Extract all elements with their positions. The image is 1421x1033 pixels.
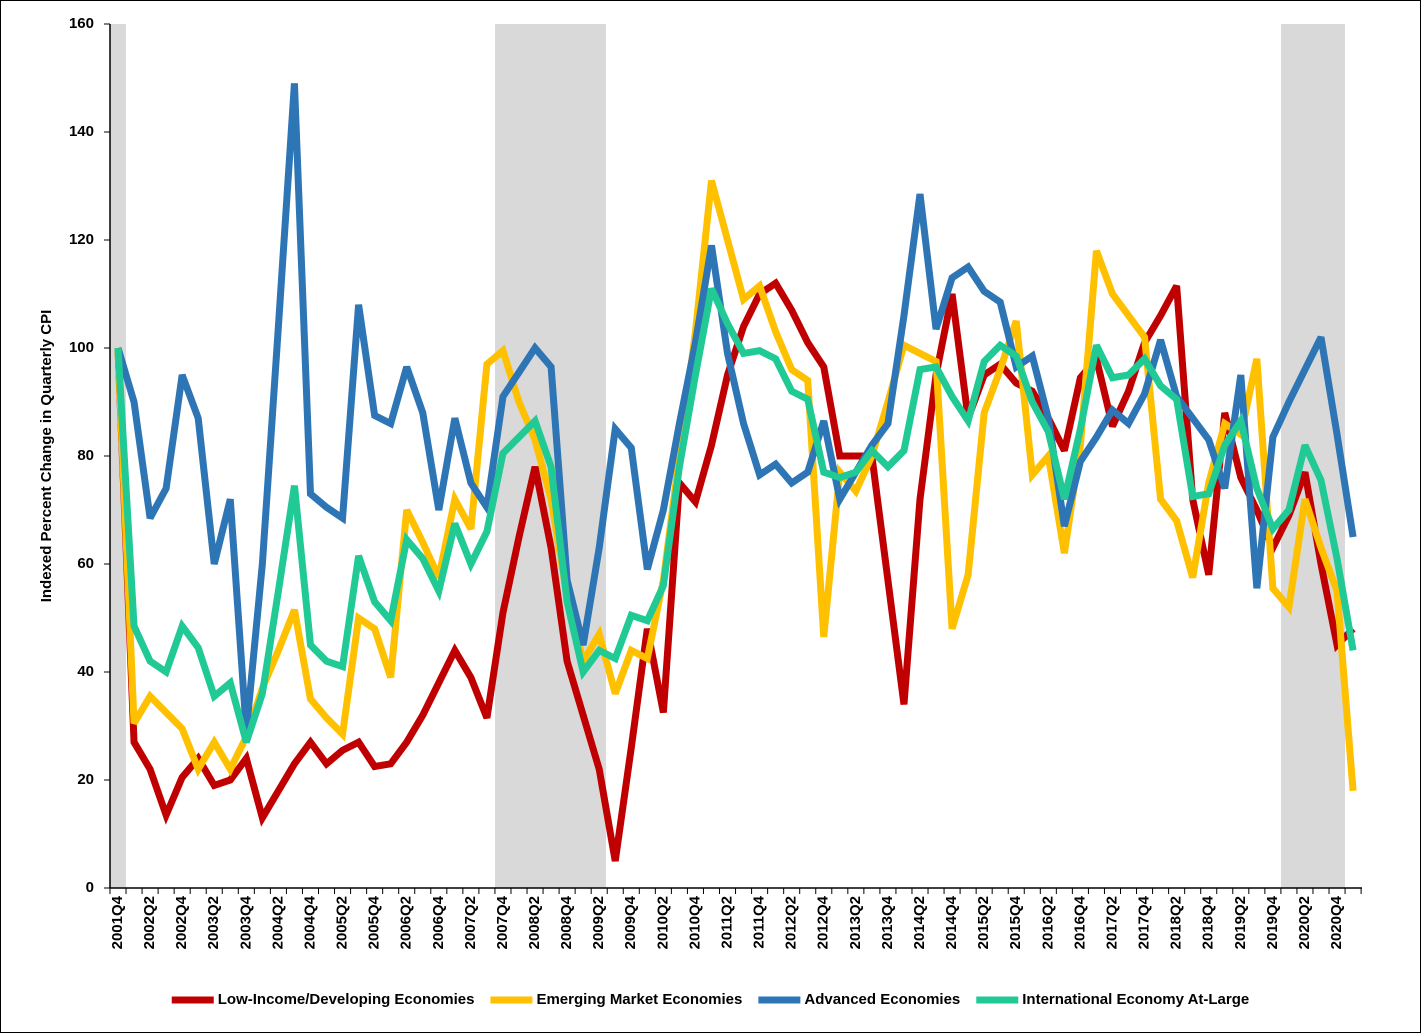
- x-tick-label: 2004Q4: [301, 895, 318, 949]
- x-tick-label: 2008Q4: [558, 895, 575, 949]
- x-tick-label: 2006Q2: [398, 896, 415, 949]
- x-tick-label: 2009Q4: [622, 895, 639, 949]
- x-tick-label: 2013Q2: [847, 896, 864, 949]
- y-tick-label: 40: [77, 663, 94, 680]
- x-tick-label: 2017Q4: [1136, 895, 1153, 949]
- y-axis-label: Indexed Percent Change in Quarterly CPI: [38, 310, 55, 603]
- x-tick-label: 2016Q4: [1071, 895, 1088, 949]
- x-tick-label: 2014Q4: [943, 895, 960, 949]
- y-tick-label: 140: [69, 123, 94, 140]
- x-tick-label: 2007Q2: [462, 896, 479, 949]
- x-tick-label: 2019Q2: [1232, 896, 1249, 949]
- x-tick-label: 2012Q4: [815, 895, 832, 949]
- x-tick-label: 2001Q4: [109, 895, 126, 949]
- x-tick-label: 2003Q4: [237, 895, 254, 949]
- x-tick-label: 2011Q2: [718, 896, 735, 949]
- y-tick-label: 100: [69, 339, 94, 356]
- x-tick-label: 2004Q2: [269, 896, 286, 949]
- series-line: [114, 287, 1357, 744]
- y-tick-label: 160: [69, 15, 94, 32]
- y-tick-label: 60: [77, 555, 94, 572]
- x-tick-label: 2018Q4: [1200, 895, 1217, 949]
- legend: Low-Income/Developing Economies Emerging …: [171, 991, 1249, 1008]
- y-tick-label: 120: [69, 231, 94, 248]
- x-tick-label: 2018Q2: [1168, 896, 1185, 949]
- x-tick-label: 2019Q4: [1264, 895, 1281, 949]
- x-tick-label: 2010Q4: [686, 895, 703, 949]
- x-tick-label: 2014Q2: [911, 896, 928, 949]
- y-tick-label: 20: [77, 771, 94, 788]
- x-tick-label: 2020Q2: [1296, 896, 1313, 949]
- x-tick-label: 2013Q4: [879, 895, 896, 949]
- x-tick-label: 2015Q2: [975, 896, 992, 949]
- y-tick-label: 80: [77, 447, 94, 464]
- legend-label: Advanced Economies: [804, 991, 960, 1008]
- x-tick-label: 2008Q2: [526, 896, 543, 949]
- legend-label: Low-Income/Developing Economies: [218, 991, 475, 1008]
- x-tick-label: 2010Q2: [654, 896, 671, 949]
- legend-label: Emerging Market Economies: [536, 991, 742, 1008]
- x-tick-label: 2007Q4: [494, 895, 511, 949]
- legend-label: International Economy At-Large: [1022, 991, 1249, 1008]
- x-tick-label: 2015Q4: [1007, 895, 1024, 949]
- x-tick-label: 2002Q2: [141, 896, 158, 949]
- x-tick-label: 2009Q2: [590, 896, 607, 949]
- x-tick-label: 2002Q4: [173, 895, 190, 949]
- x-tick-label: 2005Q4: [366, 895, 383, 949]
- x-tick-label: 2016Q2: [1039, 896, 1056, 949]
- x-tick-label: 2020Q4: [1328, 895, 1345, 949]
- x-tick-label: 2017Q2: [1103, 896, 1120, 949]
- x-tick-label: 2012Q2: [783, 896, 800, 949]
- x-tick-label: 2005Q2: [334, 896, 351, 949]
- shaded-period: [110, 24, 126, 888]
- y-tick-label: 0: [86, 879, 94, 896]
- x-tick-label: 2006Q4: [430, 895, 447, 949]
- x-tick-label: 2003Q2: [205, 896, 222, 949]
- x-tick-label: 2011Q4: [751, 895, 768, 948]
- series-line: [114, 83, 1357, 732]
